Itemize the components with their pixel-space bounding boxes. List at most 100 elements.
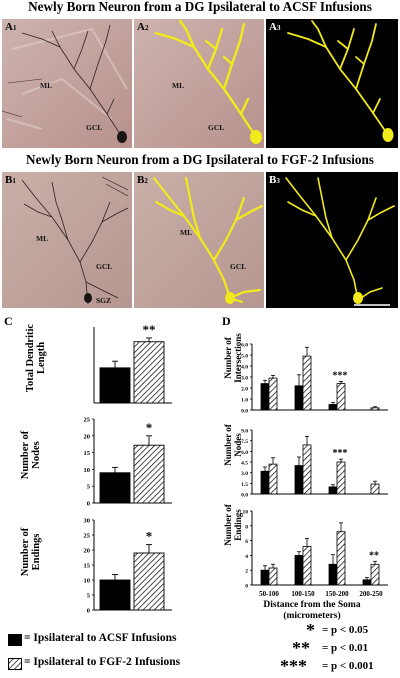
significance-marker: *** xyxy=(333,448,348,459)
significance-marker: ** xyxy=(143,322,156,337)
sig-text: = p < 0.05 xyxy=(322,624,369,636)
bar xyxy=(133,341,165,404)
bar xyxy=(133,444,165,504)
tissue-label-gcl: GCL xyxy=(230,262,247,271)
y-tick-label: 2 xyxy=(245,569,248,575)
sig-key-row: *** = p < 0.001 xyxy=(280,656,398,676)
y-tick-label: 10 xyxy=(243,510,249,516)
panel-label-b1: B1 xyxy=(5,174,16,186)
y-tick-label: 5 xyxy=(87,593,91,600)
significance-marker: *** xyxy=(333,370,348,381)
bar xyxy=(302,444,312,495)
bar xyxy=(260,569,270,586)
row-a-title: Newly Born Neuron from a DG Ipsilateral … xyxy=(28,0,372,14)
y-tick-label: 15 xyxy=(84,450,91,457)
bar xyxy=(336,383,346,411)
tissue-label-ml: ML xyxy=(172,81,185,90)
tissue-label-gcl: GCL xyxy=(86,123,103,132)
micrograph-a2 xyxy=(134,19,264,148)
y-tick-label: 8 xyxy=(245,524,248,530)
ylabel-d-intersections: Number of Intersections xyxy=(223,333,243,383)
bar xyxy=(99,367,131,404)
bar xyxy=(99,579,131,611)
y-tick-label: 0 xyxy=(87,501,90,508)
y-tick-label: 6.0 xyxy=(241,450,248,456)
sig-key-row: ** = p < 0.01 xyxy=(290,638,398,658)
xlabel-d: Distance from the Soma (micrometers) xyxy=(236,600,388,622)
significance-marker: * xyxy=(146,529,153,544)
figure-letter-d: D xyxy=(222,314,231,328)
y-tick-label: 6 xyxy=(245,539,248,545)
y-tick-label: 25 xyxy=(84,533,91,540)
y-tick-label: 5 xyxy=(87,484,91,491)
bar xyxy=(268,463,278,495)
y-tick-label: 4 xyxy=(245,554,248,560)
tissue-label-gcl: GCL xyxy=(208,123,225,132)
bar xyxy=(336,531,346,586)
bar xyxy=(268,377,278,411)
panel-label-b2: B2 xyxy=(137,174,148,186)
tissue-label-ml: ML xyxy=(36,234,49,243)
y-tick-label: 30 xyxy=(84,518,91,525)
bar xyxy=(294,555,304,586)
y-tick-label: 5.0 xyxy=(241,354,248,360)
legend-label-acsf: = Ipsilateral to ACSF Infusions xyxy=(24,632,177,644)
bar xyxy=(328,486,338,495)
panel-b3-tracing: B3 xyxy=(266,172,398,308)
sig-text: = p < 0.01 xyxy=(322,642,369,654)
y-tick-label: 1.5 xyxy=(241,482,248,488)
panel-a3-tracing: A3 xyxy=(266,19,398,148)
x-tick-label: 100-150 xyxy=(291,590,315,598)
xlabel-d-unit: (micrometers) xyxy=(283,611,341,621)
tissue-label-gcl: GCL xyxy=(96,262,113,271)
bar xyxy=(260,383,270,411)
sig-key-row: * = p < 0.05 xyxy=(290,620,398,640)
ylabel-d-nodes: Number of Nodes xyxy=(223,424,243,466)
bar xyxy=(260,470,270,495)
micrograph-a1 xyxy=(2,19,132,148)
bar xyxy=(328,563,338,586)
bar xyxy=(268,567,278,586)
y-tick-label: 0.0 xyxy=(241,493,248,499)
figure-letter-c: C xyxy=(4,314,13,328)
y-tick-label: 0 xyxy=(87,608,90,615)
y-tick-label: 0 xyxy=(245,584,248,590)
ylabel-c-length: Total Dendritic Length xyxy=(25,323,47,393)
bar xyxy=(328,404,338,411)
x-tick-label: 50-100 xyxy=(259,590,279,598)
y-tick-label: 25 xyxy=(84,417,91,424)
y-tick-label: 3.0 xyxy=(241,376,248,382)
tracing-b3 xyxy=(285,177,395,306)
x-tick-label: 200-250 xyxy=(359,590,383,598)
significance-marker: * xyxy=(146,420,153,435)
micrograph-b1 xyxy=(2,172,132,308)
bar xyxy=(370,483,380,495)
ylabel-c-nodes: Number of Nodes xyxy=(20,430,42,480)
y-tick-label: 7.5 xyxy=(241,439,248,445)
legend-label-fgf2: = Ipsilateral to FGF-2 Infusions xyxy=(24,656,181,668)
y-tick-label: 4.0 xyxy=(241,365,248,371)
bar xyxy=(294,465,304,495)
bar xyxy=(362,579,372,586)
bar xyxy=(133,552,165,611)
sig-stars: *** xyxy=(280,656,307,676)
ylabel-c-endings: Number of Endings xyxy=(20,527,42,577)
tissue-label-ml: ML xyxy=(40,81,53,90)
micrograph-b2 xyxy=(134,172,264,308)
y-tick-label: 20 xyxy=(84,548,91,555)
y-tick-label: 10 xyxy=(84,578,91,585)
bar xyxy=(99,472,131,504)
tracing-a3 xyxy=(287,20,394,142)
panel-label-b3: B3 xyxy=(269,174,280,186)
tissue-label-sgz: SGZ xyxy=(96,296,112,305)
y-tick-label: 15 xyxy=(84,563,91,570)
panel-a2-traced: A2 ML GCL xyxy=(134,19,264,148)
y-tick-label: 9.0 xyxy=(241,429,248,435)
bar xyxy=(302,355,312,411)
bar xyxy=(370,563,380,586)
panel-b2-traced: B2 ML GCL xyxy=(134,172,264,308)
y-tick-label: 2.0 xyxy=(241,387,248,393)
tissue-label-ml: ML xyxy=(180,228,193,237)
y-tick-label: 0.0 xyxy=(241,409,248,415)
